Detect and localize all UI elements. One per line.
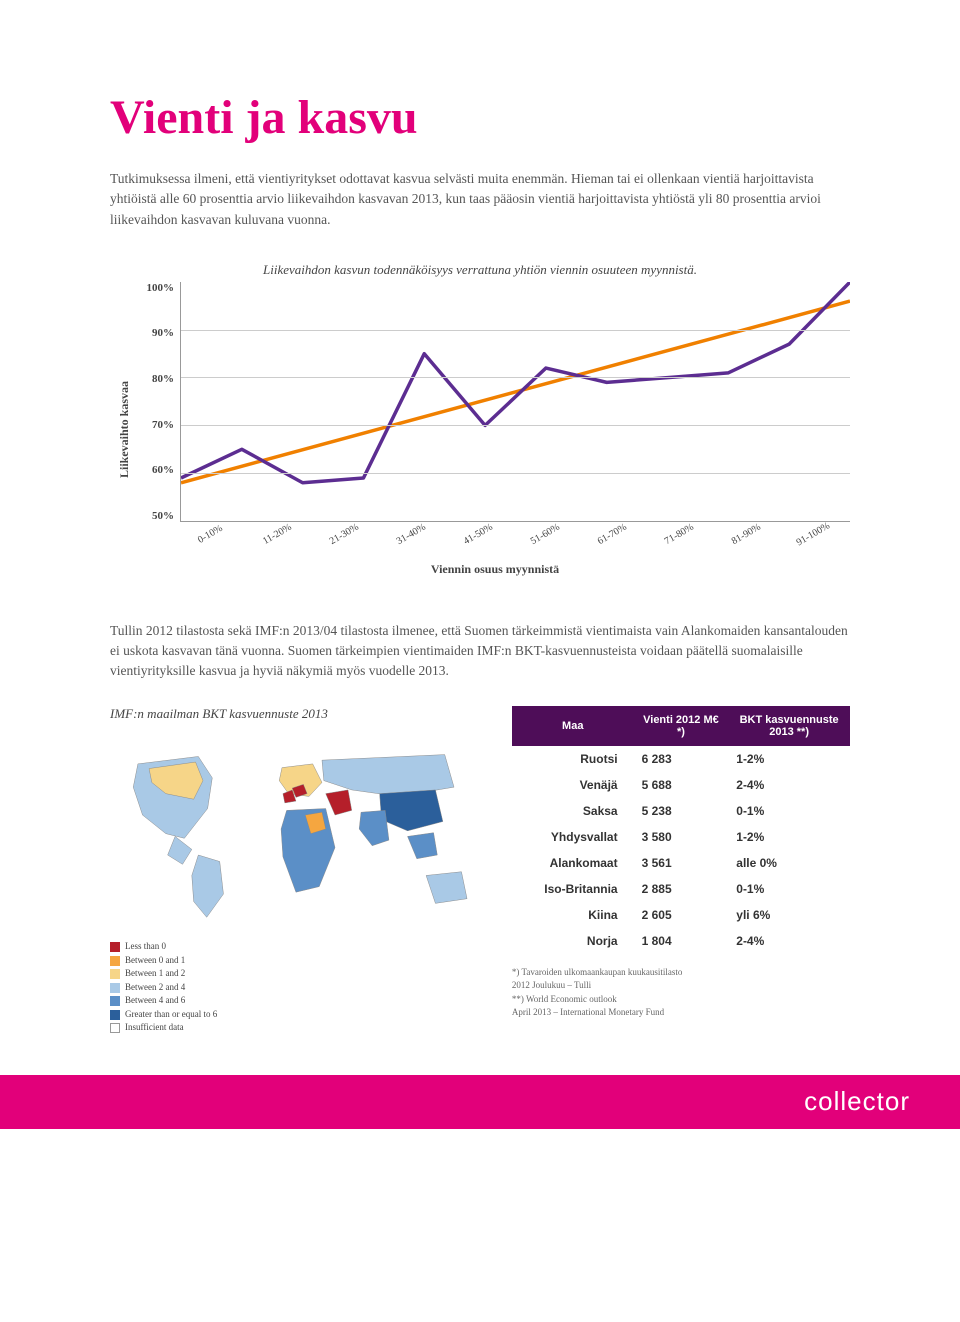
chart-yticks: 100%90%80%70%60%50% bbox=[140, 282, 180, 522]
chart-xticks: 0-10%11-20%21-30%31-40%41-50%51-60%61-70… bbox=[180, 528, 850, 552]
world-map bbox=[110, 736, 482, 922]
intro-paragraph: Tutkimuksessa ilmeni, että vientiyrityks… bbox=[110, 169, 850, 230]
map-title: IMF:n maailman BKT kasvuennuste 2013 bbox=[110, 706, 482, 722]
footer-logo: collector bbox=[804, 1086, 910, 1117]
line-chart: Liikevaihto kasvaa 100%90%80%70%60%50% 0… bbox=[110, 282, 850, 577]
table-footnotes: *) Tavaroiden ulkomaankaupan kuukausitil… bbox=[512, 966, 850, 1020]
chart-ylabel: Liikevaihto kasvaa bbox=[110, 282, 140, 577]
footer-bar: collector bbox=[0, 1075, 960, 1129]
export-table: MaaVienti 2012 M€ *)BKT kasvuennuste 201… bbox=[512, 706, 850, 954]
chart-plot-area bbox=[180, 282, 850, 522]
chart-title: Liikevaihdon kasvun todennäköisyys verra… bbox=[110, 262, 850, 278]
chart-xlabel: Viennin osuus myynnistä bbox=[140, 562, 850, 577]
page-title: Vienti ja kasvu bbox=[110, 90, 850, 145]
map-legend: Less than 0Between 0 and 1Between 1 and … bbox=[110, 940, 482, 1035]
below-chart-paragraph: Tullin 2012 tilastosta sekä IMF:n 2013/0… bbox=[110, 621, 850, 682]
